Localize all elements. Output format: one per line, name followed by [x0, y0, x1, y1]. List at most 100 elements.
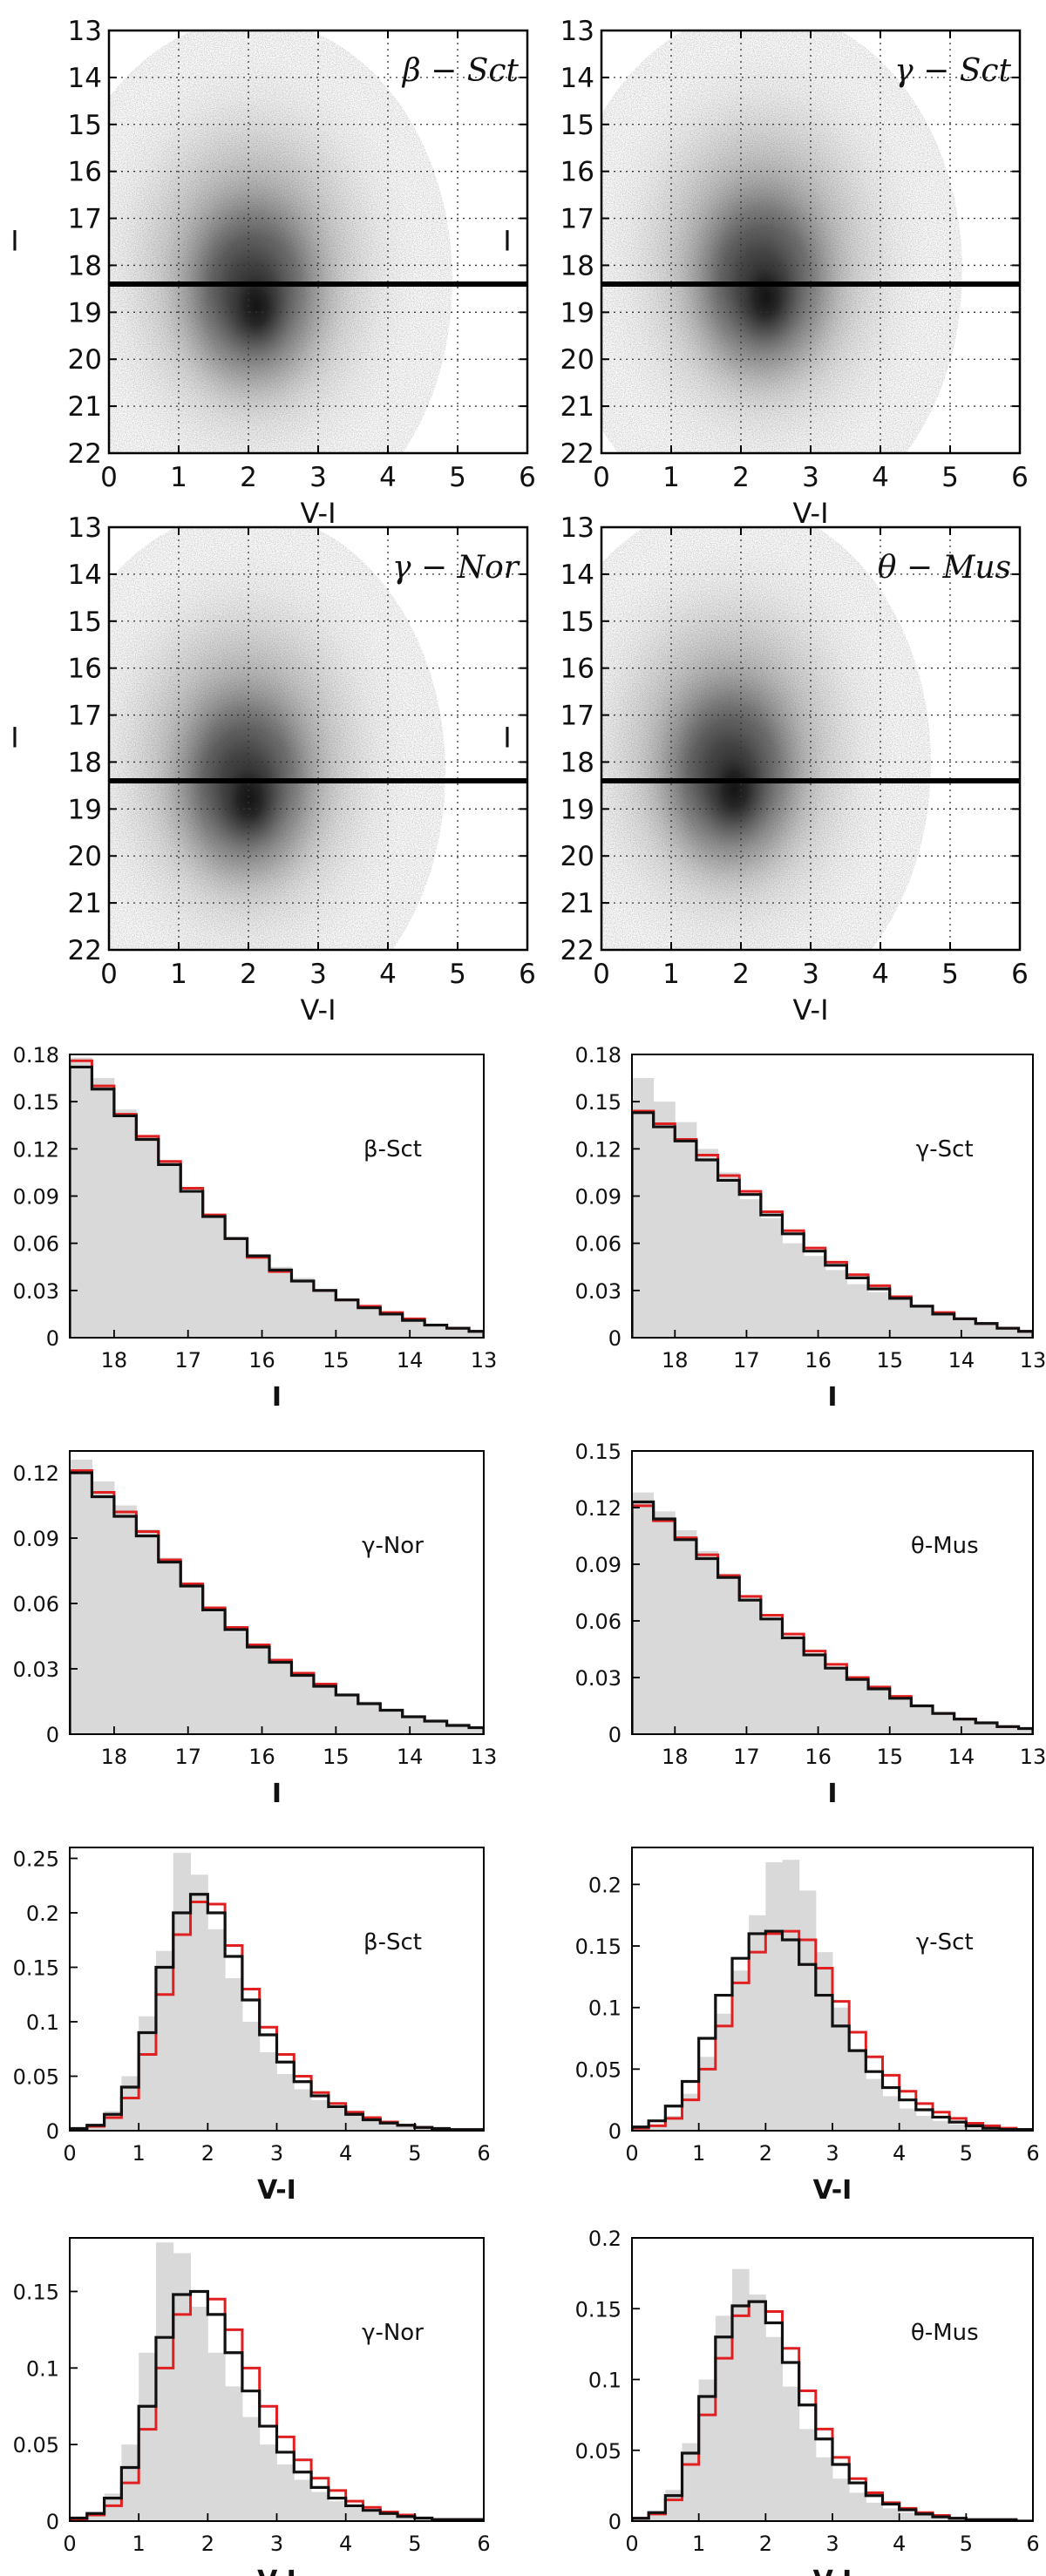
x-axis-title: V-I: [301, 497, 336, 530]
hist-bar: [402, 1717, 425, 1734]
hist-bar: [269, 1662, 292, 1734]
hist-bar: [782, 1639, 805, 1734]
hist-bar: [899, 2512, 917, 2521]
hist-bar: [717, 1172, 740, 1338]
hist-bar: [190, 2307, 208, 2521]
hist-bar: [868, 1291, 891, 1338]
y-tick-label: 13: [560, 512, 594, 544]
hist-bar: [632, 2518, 649, 2521]
hist-bar: [113, 1109, 137, 1338]
x-tick-label: 3: [270, 2141, 283, 2166]
hist-bar: [158, 1557, 181, 1734]
hist-bar: [804, 1256, 826, 1338]
hist-bar: [139, 2352, 157, 2521]
hist-bar: [996, 1328, 1020, 1338]
y-tick-label: 0.09: [13, 1527, 59, 1551]
x-tick-label: 3: [825, 2141, 839, 2166]
panel-1: 0 1 2 3 4 5 6 13 14 15 16 17 18 19 20 21 22 V-I Iβ − Sct: [10, 16, 536, 530]
y-tick-label: 18: [68, 747, 102, 778]
density-area: [601, 31, 1020, 453]
hist-bar: [739, 1596, 762, 1734]
y-tick-label: 0.18: [575, 1043, 621, 1068]
hist-bar: [155, 1950, 174, 2131]
x-tick-label: 4: [872, 462, 889, 493]
hist-bar: [782, 2386, 800, 2521]
hist-bar: [966, 2126, 983, 2131]
y-tick-label: 0.03: [13, 1657, 59, 1682]
panel-label: θ-Mus: [911, 1533, 979, 1559]
hist-bar: [815, 1952, 833, 2131]
hist-bar: [911, 1705, 934, 1734]
panel-3: 0 1 2 3 4 5 6 13 14 15 16 17 18 19 20 21 22 V-I Iγ − Nor: [10, 512, 536, 1027]
x-tick-label: 14: [948, 1745, 975, 1769]
hist-bar: [121, 2076, 139, 2131]
hist-bar: [1018, 1728, 1033, 1734]
x-axis-title: I: [272, 1382, 282, 1413]
x-tick-label: 16: [805, 1745, 832, 1769]
hist-bar: [357, 1305, 381, 1338]
density-area: [109, 31, 527, 453]
x-tick-label: 2: [240, 462, 257, 493]
step-line-black: [632, 2300, 1033, 2521]
hist-bar: [911, 1307, 934, 1338]
hist-bar: [675, 1530, 697, 1734]
hist-bar: [649, 2124, 666, 2131]
density-area: [601, 527, 1020, 950]
x-tick-label: 0: [593, 959, 610, 990]
plot-frame: [631, 1450, 1034, 1735]
panel-label: γ − Nor: [392, 550, 520, 586]
x-tick-label: 18: [662, 1745, 689, 1769]
hist-bar: [380, 1312, 404, 1338]
hist-bar: [832, 2478, 850, 2521]
y-tick-label: 19: [68, 794, 102, 825]
y-tick-label: 20: [68, 344, 102, 376]
x-tick-label: 16: [248, 1745, 275, 1769]
bars: [70, 2242, 484, 2521]
x-tick-label: 2: [201, 2532, 214, 2556]
hist-bar: [933, 1713, 955, 1734]
hist-bar: [336, 1695, 359, 1734]
hist-bar: [732, 2268, 750, 2521]
y-tick-label: 0: [608, 2510, 621, 2534]
bars: [632, 2268, 1033, 2521]
x-tick-label: 5: [408, 2532, 421, 2556]
x-axis-title: I: [272, 1779, 282, 1809]
hist-bar: [469, 1727, 484, 1734]
y-tick-label: 0.2: [588, 2227, 621, 2251]
hist-bar: [1018, 1331, 1033, 1338]
panel-10: 0 1 2 3 4 5 6 0 0.05 0.1 0.15 0.2 V-I γ-Sct: [575, 1847, 1040, 2206]
panel-5: 18 17 16 15 14 13 0 0.03 0.06 0.09 0.12 0.15 0.18 Iβ-…: [13, 1043, 498, 1413]
hist-bar: [345, 2115, 363, 2131]
hist-bar: [866, 2502, 883, 2521]
hist-bar: [882, 2508, 900, 2521]
x-tick-label: 0: [100, 959, 118, 990]
y-tick-label: 0.2: [588, 1873, 621, 1897]
x-tick-label: 3: [309, 959, 327, 990]
hist-bar: [804, 1655, 826, 1734]
step-line-black: [632, 1111, 1033, 1338]
y-tick-label: 0.1: [26, 2356, 59, 2381]
x-tick-label: 6: [1026, 2532, 1039, 2556]
y-axis-title: I: [10, 225, 18, 258]
grid: [109, 31, 527, 453]
y-tick-label: 14: [560, 559, 594, 591]
panel-6: 18 17 16 15 14 13 0 0.03 0.06 0.09 0.12 0.15 0.18 Iγ-…: [575, 1043, 1046, 1413]
hist-bar: [798, 2429, 817, 2521]
x-tick-label: 5: [449, 462, 466, 493]
hist-bar: [294, 2479, 312, 2521]
x-tick-label: 0: [593, 462, 610, 493]
hist-bar: [749, 1915, 766, 2131]
y-tick-label: 20: [560, 841, 594, 872]
x-tick-label: 18: [101, 1745, 128, 1769]
hist-bar: [996, 1726, 1020, 1734]
y-tick-label: 0.15: [575, 1090, 621, 1115]
panel-8: 18 17 16 15 14 13 0 0.03 0.06 0.09 0.12 0.15 Iθ-Mus: [575, 1440, 1046, 1809]
panel-label: θ-Mus: [911, 2320, 979, 2346]
hist-bar: [269, 1266, 292, 1338]
x-tick-label: 4: [379, 462, 397, 493]
hist-bar: [765, 2336, 783, 2521]
y-tick-label: 14: [68, 63, 102, 94]
hist-bar: [139, 2016, 157, 2131]
y-tick-label: 0.2: [26, 1901, 59, 1926]
y-tick-label: 21: [560, 888, 594, 919]
